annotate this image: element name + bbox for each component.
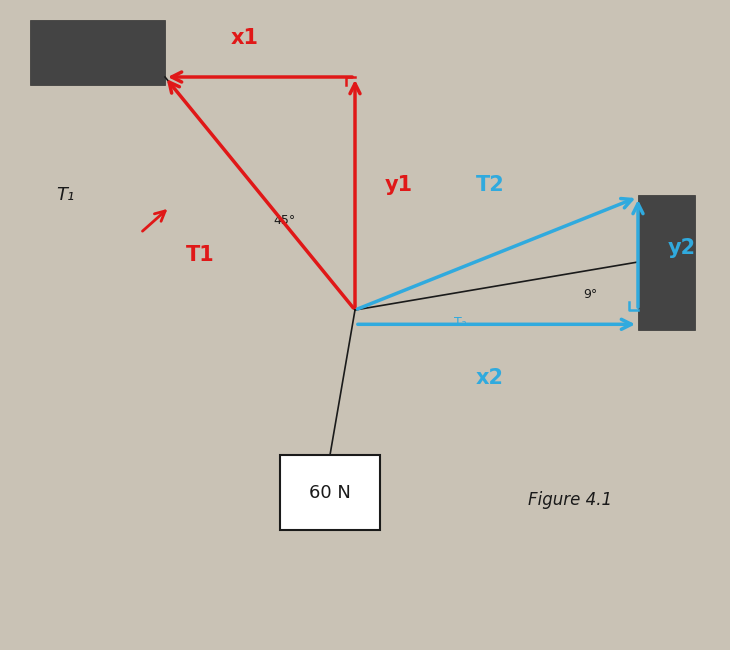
Text: y1: y1 <box>385 175 413 195</box>
Text: 45°: 45° <box>274 213 296 226</box>
Text: T1: T1 <box>185 245 215 265</box>
Text: Figure 4.1: Figure 4.1 <box>528 491 612 509</box>
Bar <box>638 195 695 330</box>
Text: 60 N: 60 N <box>309 484 351 502</box>
Text: y2: y2 <box>668 238 696 258</box>
Text: 9°: 9° <box>583 289 597 302</box>
Text: T₂: T₂ <box>453 317 466 330</box>
Text: T2: T2 <box>476 175 504 195</box>
Bar <box>280 455 380 530</box>
Text: x2: x2 <box>476 368 504 388</box>
Text: x1: x1 <box>231 28 259 48</box>
Text: T₁: T₁ <box>56 186 74 204</box>
Bar <box>30 20 165 85</box>
